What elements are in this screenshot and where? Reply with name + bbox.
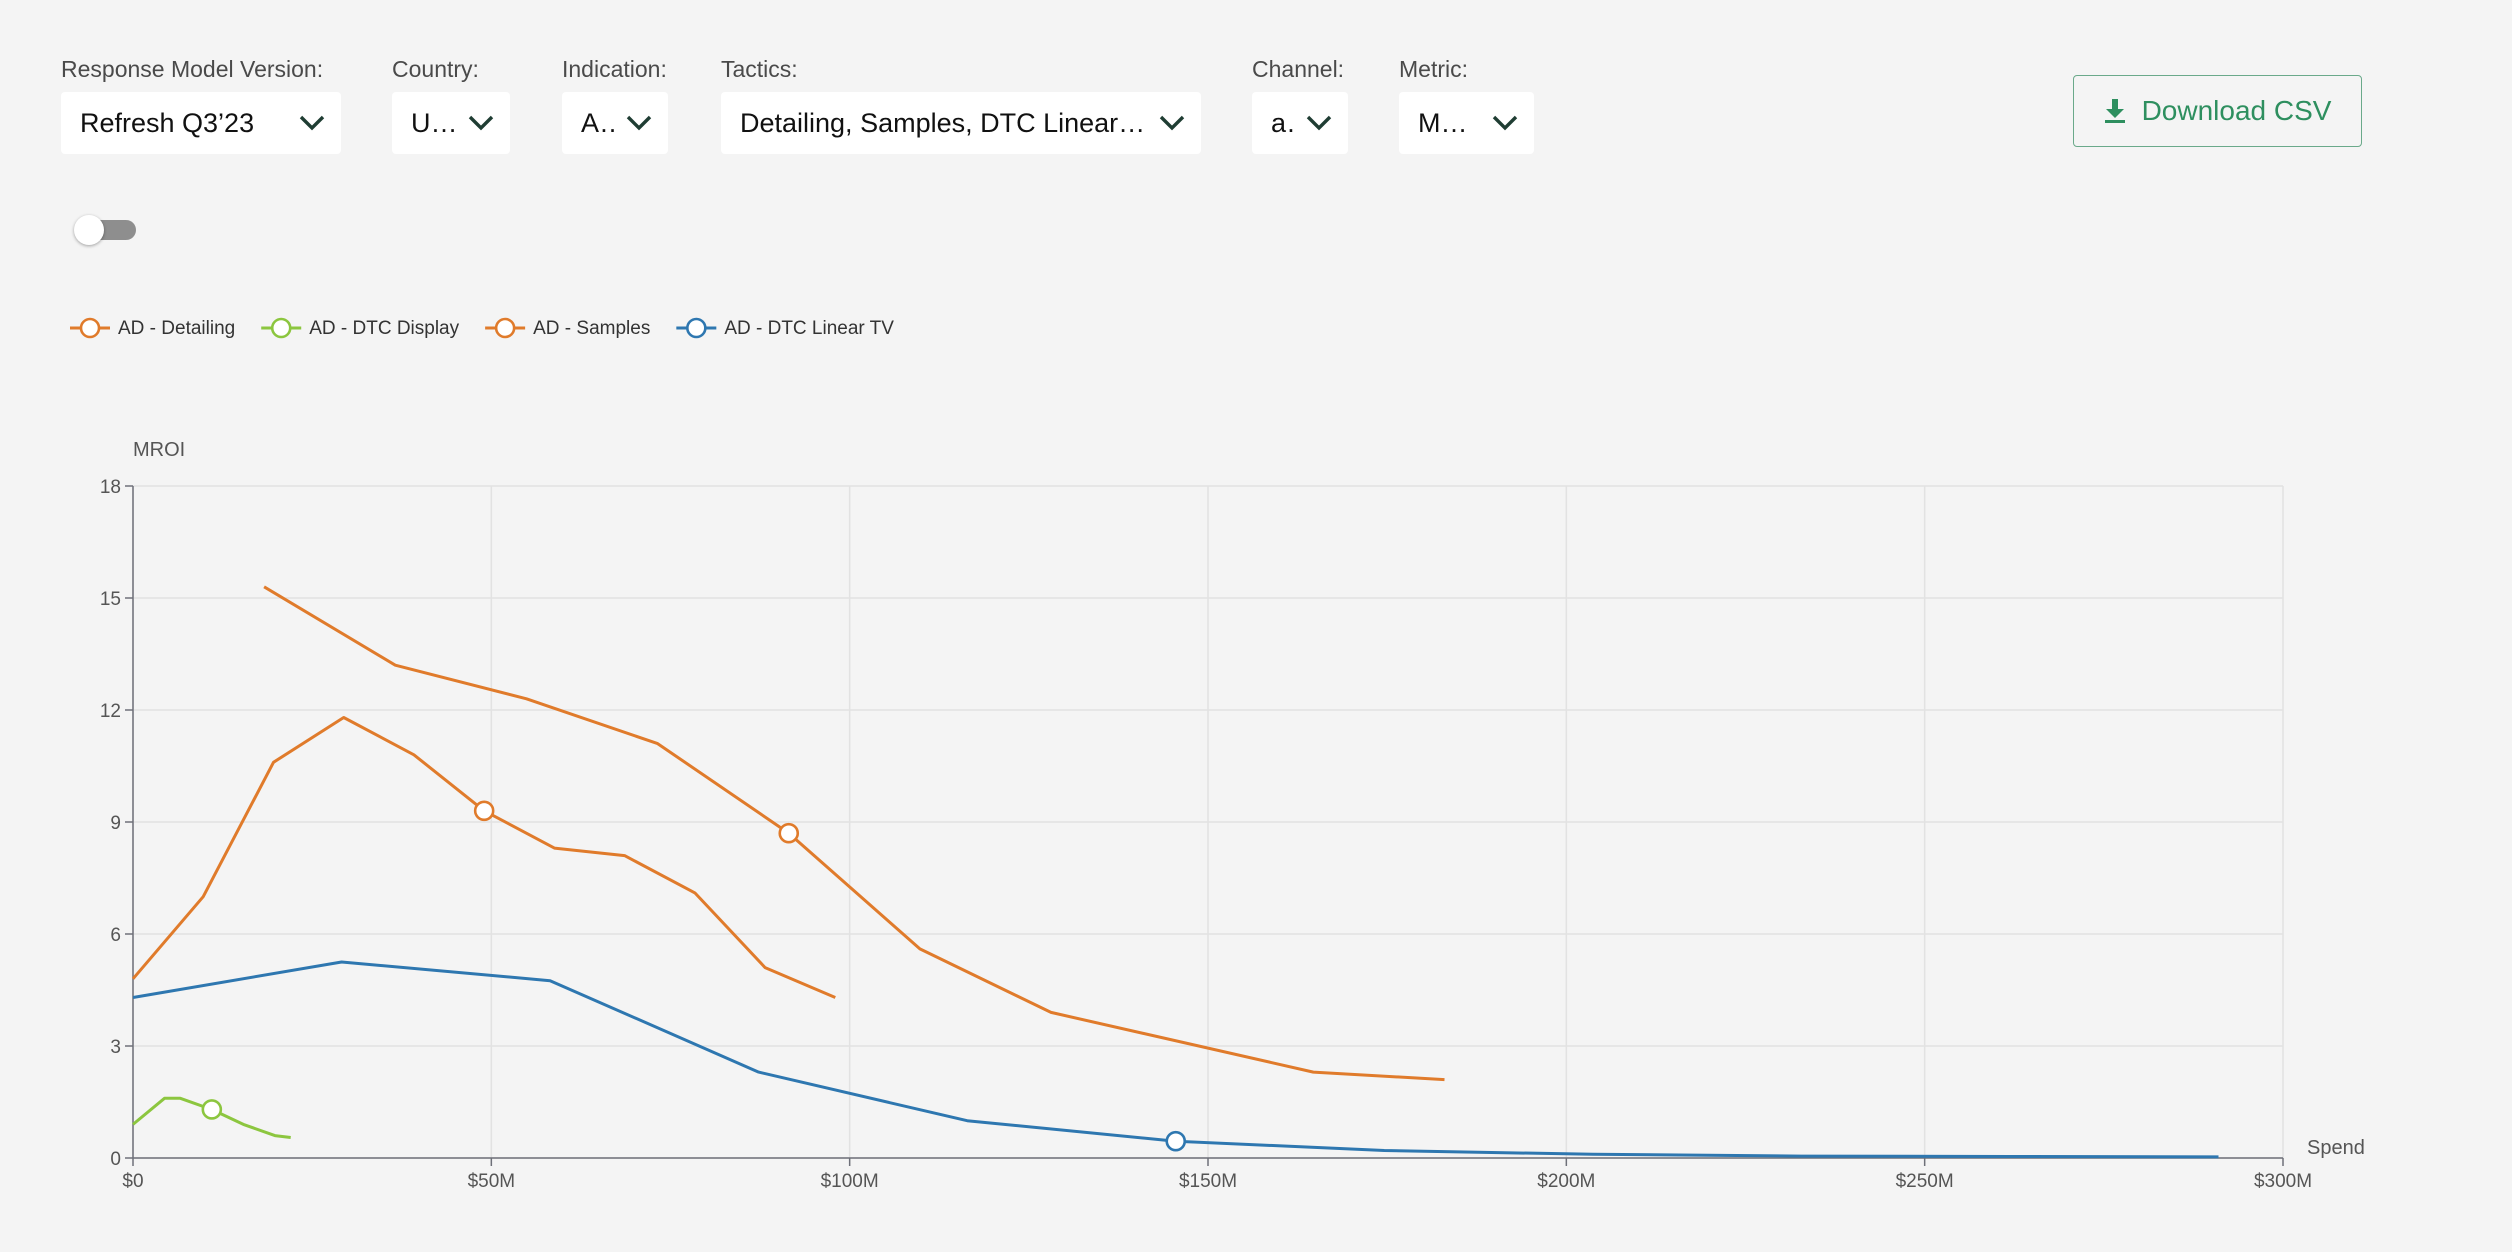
series-marker <box>473 800 495 822</box>
legend-label: AD - Samples <box>533 318 650 339</box>
download-icon <box>2104 99 2125 123</box>
filter-metric: Metric: MROI <box>1399 56 1534 154</box>
series-line <box>132 960 2219 1159</box>
view-toggle[interactable] <box>74 215 136 245</box>
filter-label: Tactics: <box>721 56 798 82</box>
filter-label: Country: <box>392 56 479 82</box>
legend-marker <box>494 317 516 339</box>
channel-select[interactable]: all <box>1252 92 1348 154</box>
y-tick-label: 12 <box>100 701 121 722</box>
chevron-down-icon <box>1492 115 1518 131</box>
toggle-knob <box>74 215 104 245</box>
filter-country: Country: USA <box>392 56 510 154</box>
filter-label: Metric: <box>1399 56 1468 82</box>
legend-item: AD - DTC Linear TV <box>676 317 894 339</box>
chevron-down-icon <box>1159 115 1185 131</box>
legend-marker <box>79 317 101 339</box>
y-tick-label: 18 <box>100 477 121 498</box>
y-tick-label: 0 <box>110 1149 121 1170</box>
filter-indication: Indication: AD <box>562 56 668 154</box>
series-marker <box>201 1099 223 1120</box>
response-model-version-select[interactable]: Refresh Q3’23 <box>61 92 341 154</box>
series-marker <box>778 822 800 844</box>
chart-axes: $0 $50M $100M $150M $200M $250M $300M 0 3 6 9 12 15 1… <box>100 439 2365 1192</box>
x-tick-label: $0 <box>122 1171 143 1192</box>
series-line <box>131 716 836 999</box>
legend-item: AD - Samples <box>485 317 650 339</box>
legend-item: AD - Detailing <box>70 317 235 339</box>
series-line <box>263 585 1445 1082</box>
metric-select[interactable]: MROI <box>1399 92 1534 154</box>
y-axis-title: MROI <box>133 439 185 461</box>
x-axis-title: Spend <box>2307 1137 2365 1159</box>
y-tick-label: 15 <box>100 589 121 610</box>
chart-grid <box>132 485 2284 1159</box>
legend-marker <box>686 317 707 339</box>
country-select[interactable]: USA <box>392 92 510 154</box>
y-tick-label: 6 <box>110 925 121 946</box>
chart-series <box>131 585 2219 1159</box>
download-csv-label: Download CSV <box>2141 95 2332 126</box>
filter-label: Response Model Version: <box>61 56 324 82</box>
chevron-down-icon <box>1306 115 1332 131</box>
x-tick-label: $300M <box>2254 1171 2312 1192</box>
download-csv-button[interactable]: Download CSV <box>2073 75 2362 147</box>
x-tick-label: $50M <box>468 1171 516 1192</box>
tactics-select[interactable]: Detailing, Samples, DTC Linear TV... <box>721 92 1201 154</box>
chevron-down-icon <box>626 115 652 131</box>
filter-channel: Channel: all <box>1252 56 1348 154</box>
filter-label: Channel: <box>1252 56 1345 82</box>
chart-legend: AD - Detailing AD - DTC Display AD - Sampl… <box>70 317 894 339</box>
filter-tactics: Tactics: Detailing, Samples, DTC Linear … <box>721 56 1201 154</box>
x-tick-label: $100M <box>821 1171 879 1192</box>
x-tick-label: $150M <box>1179 1171 1237 1192</box>
legend-label: AD - DTC Display <box>309 318 459 339</box>
legend-marker <box>270 317 292 339</box>
x-tick-label: $250M <box>1896 1171 1954 1192</box>
legend-item: AD - DTC Display <box>261 317 460 339</box>
y-tick-label: 9 <box>110 813 121 834</box>
filter-label: Indication: <box>562 56 667 82</box>
indication-select[interactable]: AD <box>562 92 668 154</box>
x-tick-label: $200M <box>1537 1171 1595 1192</box>
y-tick-label: 3 <box>110 1037 121 1058</box>
chevron-down-icon <box>299 115 325 131</box>
legend-label: AD - Detailing <box>118 318 235 339</box>
legend-label: AD - DTC Linear TV <box>724 318 894 339</box>
filter-response-model-version: Response Model Version: Refresh Q3’23 <box>61 56 341 154</box>
chevron-down-icon <box>468 115 494 131</box>
series-marker <box>1165 1130 1187 1152</box>
